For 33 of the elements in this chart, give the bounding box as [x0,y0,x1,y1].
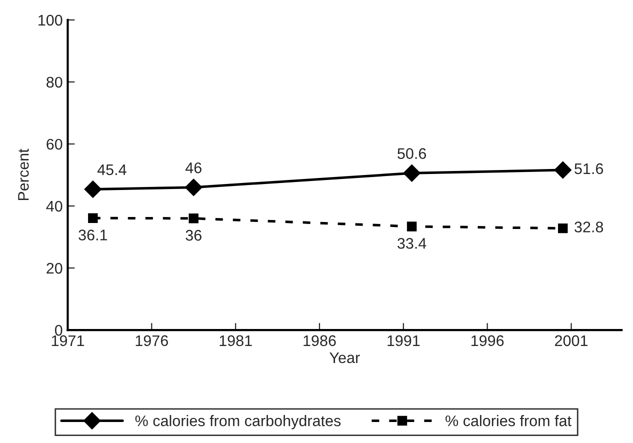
point [558,223,568,234]
y-tick-label: 40 [46,200,62,212]
x-tick-label: 1981 [220,335,252,346]
y-tick-label: 100 [38,14,62,26]
data-label: 33.4 [398,238,426,249]
x-tick-label: 1991 [388,335,420,346]
data-label: 51.6 [574,163,604,174]
x-tick-label: 1976 [136,335,168,346]
y-tick-label: 60 [46,138,62,150]
y-tick-label: 0 [54,324,62,336]
legend-label: % calories from fat [446,415,572,426]
y-axis-title: Percent [18,148,29,200]
data-label: 45.4 [97,164,126,176]
point [185,178,202,196]
y-tick-label: 20 [46,262,62,274]
data-label: 36.1 [78,230,108,240]
point [188,214,198,224]
point [554,161,572,179]
point [403,164,420,182]
x-tick-label: 1986 [304,335,336,346]
x-axis-title: Year [330,352,360,364]
point [88,213,98,223]
x-tick-label: 2001 [555,335,588,346]
x-tick-label: 1971 [52,335,84,346]
legend-label: % calories from carbohydrates [135,415,341,430]
point [406,222,417,232]
data-label: 32.8 [574,222,604,232]
data-label: 46 [185,162,202,174]
y-tick-label: 80 [46,76,62,88]
data-label: 36 [186,230,202,241]
data-label: 50.6 [398,148,426,159]
point [84,180,102,198]
x-tick-label: 1996 [472,335,504,346]
